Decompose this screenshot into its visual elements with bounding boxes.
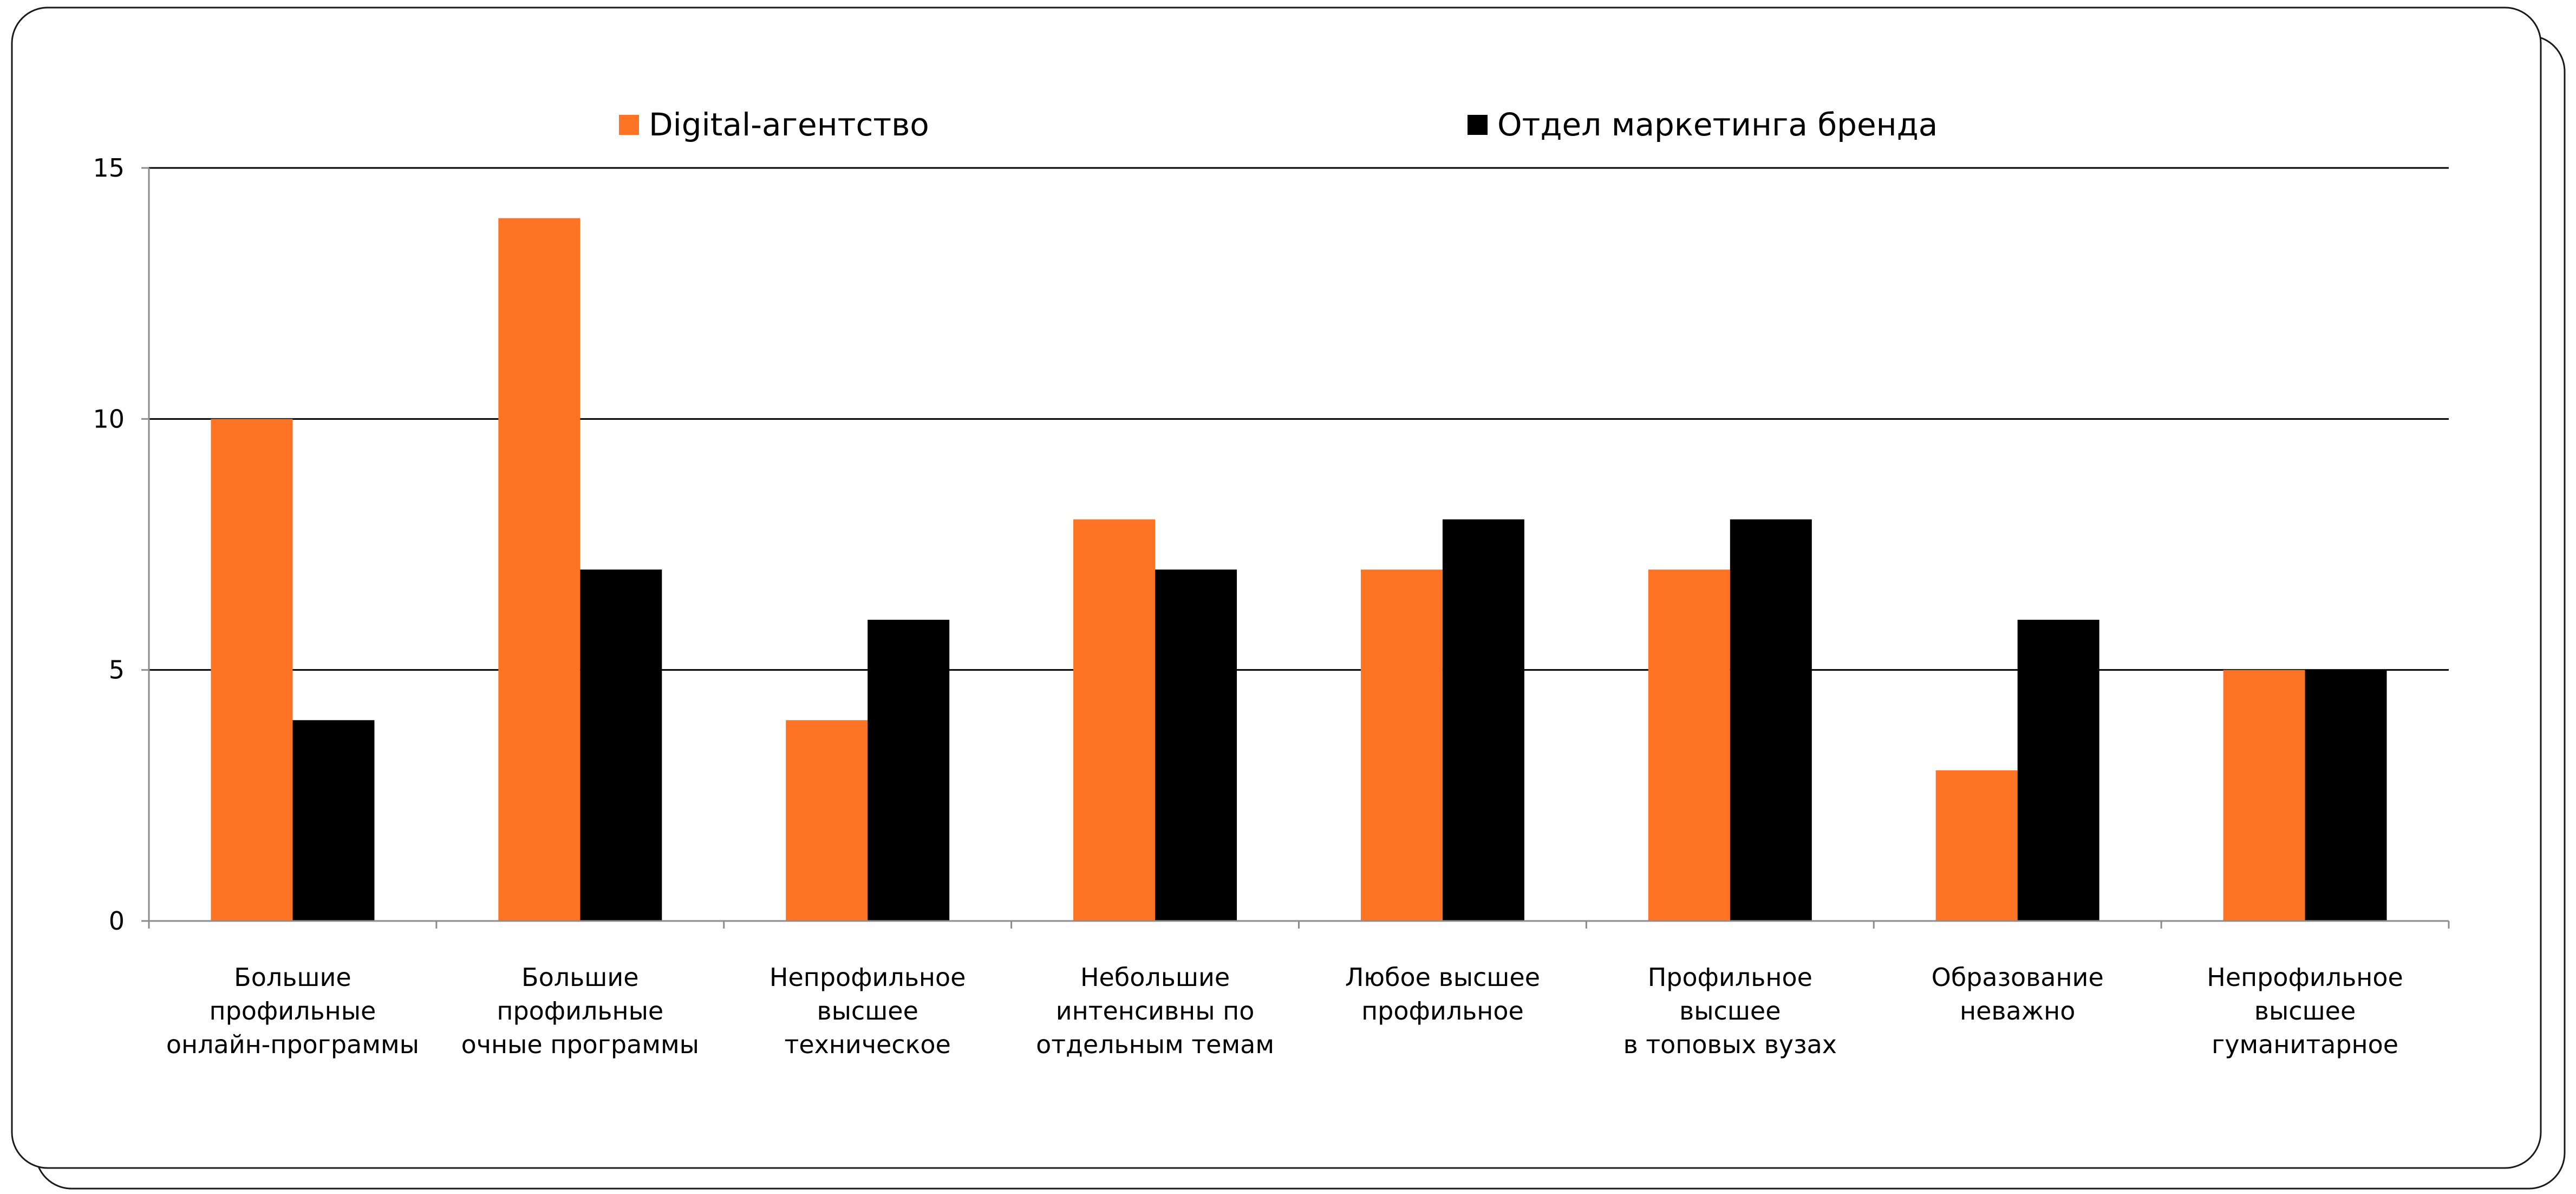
bar [211, 419, 293, 921]
category-label-line: Непрофильное [769, 963, 966, 992]
bar [2305, 670, 2387, 921]
category-label-line: Небольшие [1080, 963, 1230, 992]
ytick-label: 5 [109, 656, 125, 685]
bar [786, 720, 868, 921]
category-label-line: очные программы [461, 1030, 699, 1059]
category-label-line: Большие [521, 963, 639, 992]
bar [868, 620, 950, 921]
legend-swatch [1468, 115, 1488, 135]
category-label-line: высшее [1679, 996, 1781, 1026]
category-label-line: профильные [497, 996, 663, 1026]
bar [1730, 519, 1812, 921]
category-label: Большие профильные онлайн-программы [166, 963, 419, 1059]
category-label-line: в топовых вузах [1623, 1030, 1837, 1059]
ytick-label: 10 [93, 404, 125, 433]
axes [141, 167, 2450, 929]
category-label-line: Профильное [1648, 963, 1812, 992]
category-label-line: высшее [817, 996, 918, 1026]
category-label-line: высшее [2254, 996, 2356, 1026]
category-label: Непрофильное высшее техническое [769, 963, 966, 1059]
category-label-line: гуманитарное [2212, 1030, 2398, 1059]
bar [498, 218, 581, 922]
category-label: Небольшие интенсивны по отдельным темам [1036, 963, 1274, 1059]
bar [580, 569, 662, 921]
bar [1073, 519, 1156, 921]
category-label-line: Большие [234, 963, 351, 992]
category-label-line: интенсивны по [1056, 996, 1255, 1026]
legend-swatch [619, 115, 639, 135]
legend-label: Отдел маркетинга бренда [1497, 106, 1938, 143]
category-label-line: профильное [1361, 996, 1524, 1026]
bar [1360, 569, 1443, 921]
category-label: Профильное высшее в топовых вузах [1623, 963, 1837, 1059]
category-label-line: Образование [1932, 963, 2104, 992]
category-label-line: Непрофильное [2207, 963, 2403, 992]
bar [2223, 670, 2305, 921]
bar [2017, 620, 2099, 921]
category-label-line: отдельным темам [1036, 1030, 1274, 1059]
chart-frame [11, 7, 2542, 1169]
category-label: Любое высшее профильное [1345, 963, 1540, 1026]
category-label-line: профильные [210, 996, 376, 1026]
category-label: Непрофильное высшее гуманитарное [2207, 963, 2403, 1059]
legend-label: Digital-агентство [649, 106, 929, 143]
bars [211, 218, 2387, 922]
category-label-line: техническое [785, 1030, 951, 1059]
category-label-line: онлайн-программы [166, 1030, 419, 1059]
bar [292, 720, 375, 921]
category-label-line: Любое высшее [1345, 963, 1540, 992]
category-label: Образование неважно [1932, 963, 2104, 1026]
bar [1442, 519, 1524, 921]
bar [1155, 569, 1237, 921]
legend: Digital-агентство Отдел маркетинга бренда [619, 106, 1938, 143]
bar [1648, 569, 1730, 921]
category-label-line: неважно [1960, 996, 2075, 1026]
bar [1935, 770, 2018, 921]
ytick-label: 15 [93, 153, 125, 183]
category-label: Большие профильные очные программы [461, 963, 699, 1059]
ytick-label: 0 [109, 906, 125, 936]
